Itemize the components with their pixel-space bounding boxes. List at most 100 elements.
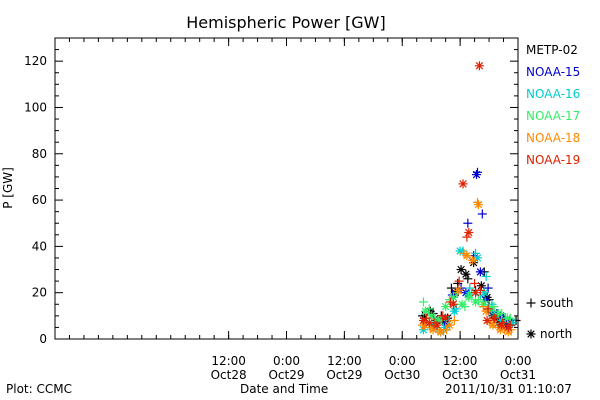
north-point [471, 297, 481, 307]
north-point-stroke [472, 170, 481, 179]
north-point [479, 288, 489, 298]
north-point [475, 267, 485, 277]
x-tick-label-date: Oct31 [500, 368, 536, 382]
north-point [449, 306, 459, 316]
north-point [445, 320, 455, 330]
north-point [420, 306, 430, 316]
north-point [468, 255, 478, 265]
north-point-stroke [503, 314, 512, 322]
north-point [455, 246, 465, 256]
north-point [453, 285, 463, 295]
y-tick-label: 0 [39, 332, 47, 346]
marker-legend: south north [526, 296, 574, 341]
north-point [472, 170, 482, 180]
legend-entry-noaa-18: NOAA-18 [526, 131, 580, 145]
north-point [526, 329, 536, 339]
north-point [473, 200, 483, 210]
north-point-stroke [437, 328, 445, 336]
south-point [446, 283, 456, 293]
north-point [458, 179, 468, 189]
north-point-stroke [474, 200, 483, 209]
marker-legend-north: north [526, 327, 572, 341]
axis-layer: 02040608010012012:00Oct280:00Oct2912:00O… [24, 37, 536, 382]
north-point-stroke [463, 251, 471, 260]
north-point [448, 299, 458, 309]
north-point-stroke [458, 300, 466, 308]
north-point-stroke [433, 321, 441, 329]
south-point [418, 297, 428, 307]
north-point [502, 313, 512, 323]
south-point [449, 315, 459, 325]
legend-entry-noaa-15: NOAA-15 [526, 65, 580, 79]
north-point-stroke [477, 282, 486, 290]
south-point [483, 283, 493, 293]
north-point-stroke [465, 228, 473, 237]
series-noaa-18 [418, 197, 516, 337]
north-point-stroke [462, 270, 470, 278]
x-axis-label: Date and Time [240, 382, 329, 396]
y-tick-label: 100 [24, 100, 47, 114]
y-tick-label: 120 [24, 54, 47, 68]
north-point-stroke [489, 321, 497, 329]
north-point [441, 313, 451, 323]
north-point-stroke [504, 323, 513, 332]
y-tick-label: 60 [32, 193, 47, 207]
legend-entry-metp-02: METP-02 [526, 43, 578, 57]
north-point-stroke [441, 302, 450, 311]
south-point [470, 278, 480, 288]
x-tick-label-time: 0:00 [389, 354, 416, 368]
north-point [474, 61, 484, 71]
x-tick-label-date: Oct30 [442, 368, 478, 382]
north-point-stroke [465, 293, 473, 302]
marker-legend-label: south [540, 296, 574, 310]
north-point-stroke [475, 62, 484, 70]
marker-legend-south: south [526, 296, 574, 310]
y-axis-label: P [GW] [1, 167, 15, 209]
north-point [464, 227, 474, 237]
north-point [482, 315, 492, 325]
y-tick-label: 40 [32, 239, 47, 253]
north-point [471, 288, 481, 298]
x-tick-label-date: Oct30 [384, 368, 420, 382]
y-tick-label: 20 [32, 286, 47, 300]
north-point-stroke [471, 298, 480, 306]
north-point-stroke [476, 268, 485, 276]
north-point [424, 318, 434, 328]
north-point [448, 292, 458, 302]
north-point-stroke [445, 321, 454, 329]
north-point-stroke [457, 265, 465, 274]
north-point-stroke [450, 307, 459, 315]
north-point-stroke [480, 288, 488, 297]
series-noaa-19 [418, 61, 515, 332]
north-point-stroke [456, 247, 464, 255]
x-tick-label-date: Oct29 [268, 368, 304, 382]
south-point [454, 276, 464, 286]
south-point [478, 302, 488, 312]
south-point [463, 218, 473, 228]
x-tick-label-date: Oct28 [211, 368, 247, 382]
north-point-stroke [483, 316, 491, 325]
north-point-stroke [421, 307, 430, 315]
north-point [489, 313, 499, 323]
data-points [418, 61, 521, 337]
south-point [481, 271, 491, 281]
north-point-stroke [419, 326, 428, 334]
south-point [526, 298, 536, 308]
north-point-stroke [459, 180, 467, 188]
north-point [436, 327, 446, 337]
footer-timestamp: 2011/10/31 01:10:07 [445, 382, 572, 396]
x-tick-label-date: Oct29 [326, 368, 362, 382]
footer-plot-credit: Plot: CCMC [6, 382, 72, 396]
south-point [424, 304, 434, 314]
north-point-stroke [449, 293, 458, 302]
south-point [483, 304, 493, 314]
x-tick-label-time: 12:00 [211, 354, 246, 368]
chart-title: Hemispheric Power [GW] [186, 13, 385, 32]
legend-entry-noaa-16: NOAA-16 [526, 87, 580, 101]
north-point [457, 299, 467, 309]
north-point [503, 322, 513, 332]
north-point [476, 281, 486, 291]
north-point-stroke [419, 316, 428, 325]
north-point-stroke [425, 319, 433, 327]
